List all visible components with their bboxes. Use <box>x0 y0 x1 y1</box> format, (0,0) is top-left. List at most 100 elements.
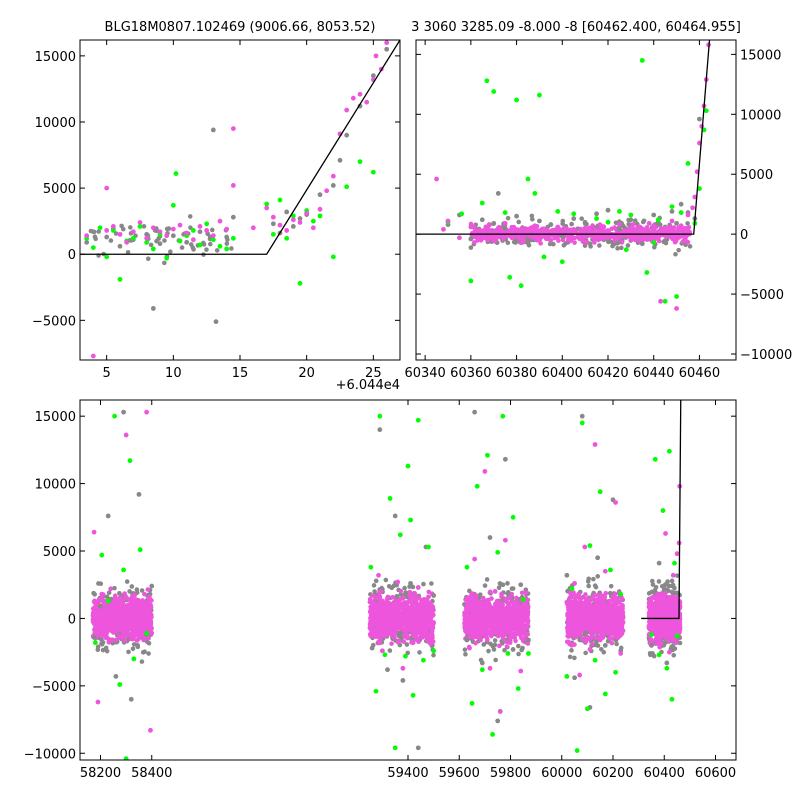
scatter-point-pink <box>404 615 409 620</box>
scatter-point-pink <box>619 240 625 245</box>
chart-title-top-right: 3 3060 3285.09 -8.000 -8 [60462.400, 604… <box>411 20 741 35</box>
scatter-point-pink <box>491 623 497 629</box>
scatter-point-pink <box>605 228 611 233</box>
scatter-point-pink <box>117 231 123 237</box>
scatter-point-pink <box>422 615 428 621</box>
scatter-point-pink <box>523 631 528 637</box>
y-tick-label: 10000 <box>35 116 76 131</box>
scatter-point-pink <box>380 623 385 628</box>
scatter-point-gray <box>639 241 645 247</box>
scatter-point-gray <box>124 579 130 584</box>
scatter-point-pink <box>475 238 480 243</box>
scatter-point-green <box>507 274 513 280</box>
scatter-point-pink <box>379 611 385 616</box>
scatter-point-pink <box>136 616 142 622</box>
scatter-point-gray <box>410 584 416 590</box>
scatter-point-pink <box>500 634 506 639</box>
scatter-point-pink <box>610 615 616 621</box>
scatter-point-gray <box>84 239 90 245</box>
scatter-point-pink <box>100 597 105 603</box>
scatter-point-pink <box>103 607 109 613</box>
scatter-point-gray <box>131 642 137 647</box>
scatter-point-gray <box>373 578 379 584</box>
scatter-point-pink <box>481 229 487 234</box>
scatter-point-pink <box>481 616 487 622</box>
scatter-point-pink <box>123 616 128 622</box>
scatter-point-pink <box>419 634 424 639</box>
scatter-point-pink <box>413 615 418 621</box>
scatter-point-gray <box>496 585 502 591</box>
panel-bottom: +6.044e4 58200 58400 59400 59600 59800 60000 6… <box>24 378 737 781</box>
scatter-point-gray <box>187 214 193 219</box>
scatter-point-pink <box>418 624 423 629</box>
scatter-point-green <box>317 213 323 219</box>
scatter-point-pink <box>204 228 210 233</box>
scatter-point-pink <box>141 616 147 622</box>
scatter-point-gray <box>462 647 468 652</box>
scatter-point-gray <box>209 227 215 233</box>
scatter-point-green <box>290 213 296 219</box>
scatter-point-pink <box>277 222 283 228</box>
scatter-point-gray <box>569 648 574 653</box>
scatter-point-green <box>537 92 542 98</box>
scatter-point-pink <box>685 239 691 245</box>
scatter-point-pink <box>669 218 675 224</box>
scatter-point-pink <box>473 228 478 233</box>
scatter-point-gray <box>98 581 104 587</box>
scatter-point-pink <box>468 224 474 230</box>
scatter-point-gray <box>128 225 133 230</box>
scatter-point-pink <box>250 225 256 231</box>
scatter-point-pink <box>330 173 336 179</box>
scatter-point-gray <box>572 655 577 661</box>
scatter-point-pink <box>542 234 548 239</box>
scatter-point-pink <box>510 609 515 614</box>
scatter-point-pink <box>473 640 478 646</box>
scatter-point-pink <box>90 610 96 616</box>
scatter-point-pink <box>230 183 236 188</box>
scatter-point-pink <box>519 226 524 232</box>
x-tick-label: 5 <box>103 366 111 381</box>
scatter-point-gray <box>135 644 141 650</box>
scatter-point-gray <box>104 648 110 654</box>
scatter-point-green <box>310 218 316 224</box>
scatter-point-green <box>137 224 143 229</box>
scatter-point-pink <box>567 595 573 601</box>
scatter-point-pink <box>513 599 518 604</box>
scatter-point-pink <box>573 595 579 600</box>
scatter-point-pink <box>589 229 595 235</box>
scatter-point-gray <box>605 207 611 213</box>
scatter-point-gray <box>106 590 112 595</box>
scatter-point-gray <box>591 576 596 582</box>
scatter-point-pink <box>381 631 387 637</box>
scatter-point-pink <box>411 611 416 617</box>
scatter-point-gray <box>625 243 631 248</box>
scatter-point-pink <box>612 238 618 243</box>
scatter-point-gray <box>678 201 684 207</box>
scatter-point-green <box>204 221 210 227</box>
scatter-point-pink <box>674 306 679 311</box>
scatter-point-gray <box>628 217 634 223</box>
scatter-point-pink <box>487 589 493 595</box>
scatter-point-pink <box>422 623 427 629</box>
scatter-point-pink <box>118 612 124 617</box>
scatter-point-pink <box>491 236 497 242</box>
scatter-point-pink <box>473 600 479 606</box>
scatter-point-pink <box>481 595 486 601</box>
scatter-point-pink <box>403 606 408 611</box>
x-tick-label: 15 <box>232 366 249 381</box>
scatter-point-gray <box>417 650 422 655</box>
scatter-point-gray <box>398 592 404 597</box>
scatter-point-pink <box>121 609 127 614</box>
scatter-point-pink <box>480 600 486 606</box>
scatter-point-green <box>651 240 657 245</box>
scatter-point-pink <box>92 598 97 604</box>
scatter-point-pink <box>103 602 109 608</box>
scatter-point-pink <box>128 623 133 629</box>
scatter-point-pink <box>394 608 400 614</box>
scatter-point-pink <box>401 639 407 645</box>
scatter-point-pink <box>124 606 130 611</box>
scatter-point-pink <box>482 629 488 635</box>
scatter-point-pink <box>474 605 480 610</box>
scatter-point-green <box>628 212 634 218</box>
scatter-point-pink <box>92 631 98 636</box>
